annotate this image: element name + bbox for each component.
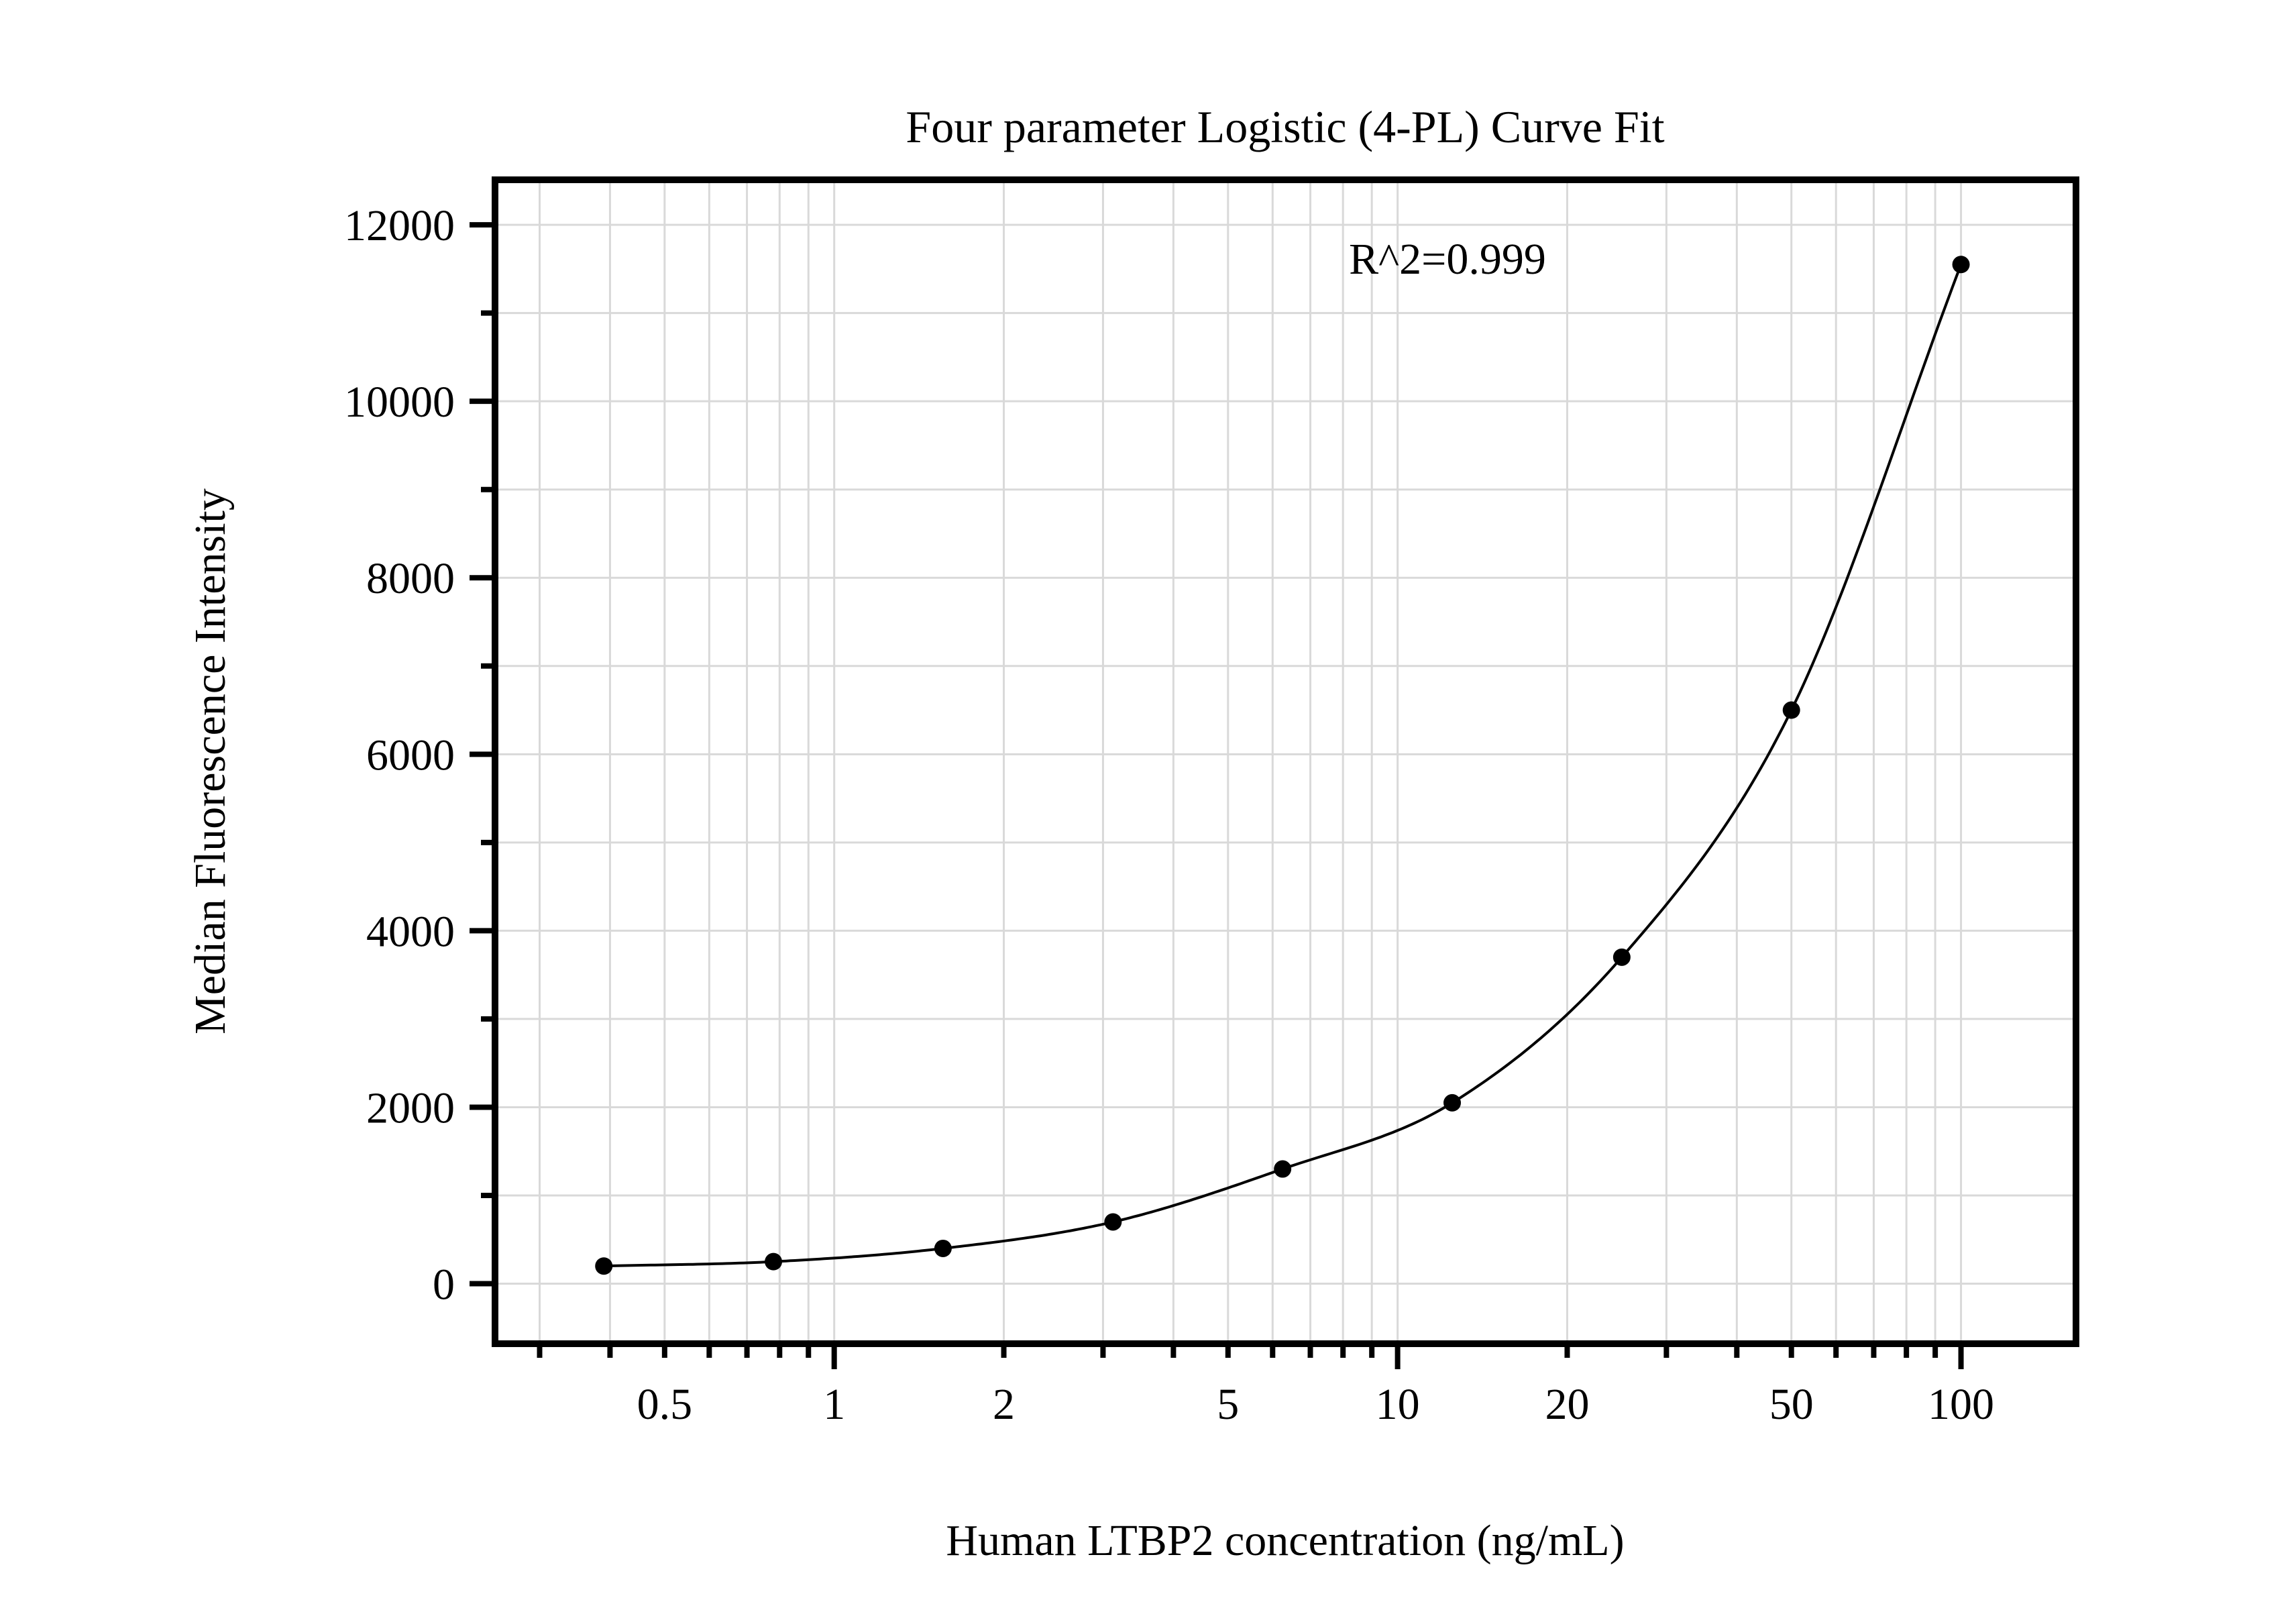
data-point [1443,1093,1462,1112]
x-tick-label: 1 [823,1380,845,1429]
y-tick-label: 12000 [344,201,455,250]
series-layer [595,256,1970,1275]
y-tick-label: 2000 [366,1083,455,1132]
x-axis-label: Human LTBP2 concentration (ng/mL) [946,1516,1624,1565]
tick-layer: 0.5 1 2 5 10 20 50 100 0 2000 4000 6000 8000 10000 120… [344,201,1994,1429]
x-tick-label: 50 [1769,1380,1814,1429]
plot-frame [492,176,2079,1347]
y-tick-label: 8000 [366,554,455,603]
data-point [934,1239,952,1257]
grid-layer [495,180,2076,1344]
x-tick-label: 5 [1217,1380,1239,1429]
r-squared-annotation: R^2=0.999 [1349,235,1546,284]
y-tick-label: 6000 [366,731,455,780]
y-tick-label: 4000 [366,907,455,956]
x-tick-label: 20 [1545,1380,1589,1429]
data-point [1782,701,1800,719]
data-point [595,1257,613,1275]
y-axis-label: Median Fluorescence Intensity [186,488,235,1034]
x-tick-label: 100 [1928,1380,1994,1429]
data-point [765,1252,783,1271]
x-tick-label: 10 [1376,1380,1420,1429]
y-tick-label: 10000 [344,378,455,427]
data-point [1274,1160,1292,1178]
x-tick-label: 0.5 [637,1380,693,1429]
y-tick-label: 0 [433,1261,455,1309]
chart-title: Four parameter Logistic (4-PL) Curve Fit [906,101,1664,152]
data-point [1952,256,1970,274]
x-tick-label: 2 [993,1380,1015,1429]
data-point [1612,948,1631,966]
data-point [1104,1213,1122,1231]
frame-layer [492,176,2079,1347]
